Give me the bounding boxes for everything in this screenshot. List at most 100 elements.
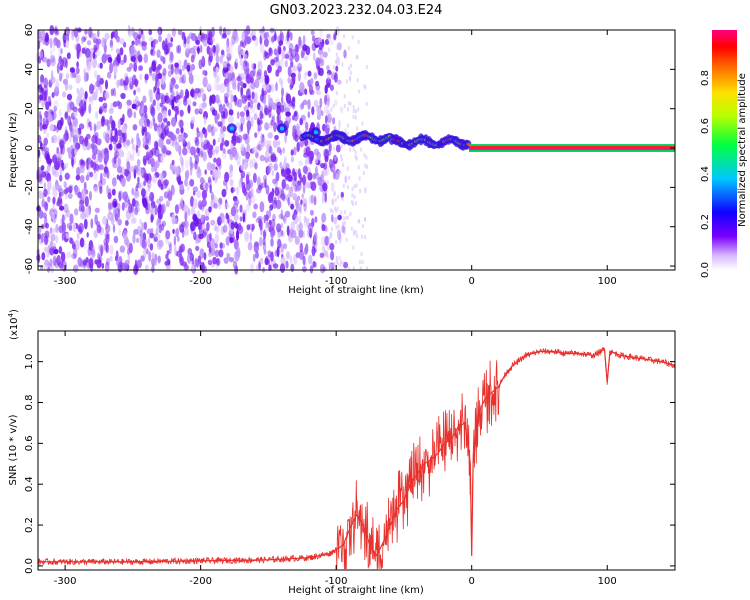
spectrogram-speckle xyxy=(230,187,234,194)
spectrogram-speckle xyxy=(332,117,336,125)
spectrogram-speckle xyxy=(65,40,69,49)
spectrogram-speckle xyxy=(185,48,190,58)
spectrogram-speckle xyxy=(132,124,138,131)
spectrogram-speckle xyxy=(61,144,65,155)
spectrogram-speckle xyxy=(144,264,149,271)
spectrogram-speckle xyxy=(239,111,245,117)
spectrogram-speckle xyxy=(194,139,200,147)
spectrogram-speckle xyxy=(86,232,89,238)
spectrogram-speckle xyxy=(204,215,210,221)
spectrogram-speckle xyxy=(79,135,84,145)
spectrogram-speckle xyxy=(39,143,45,152)
spectrogram-speckle xyxy=(205,182,209,193)
spectrogram-speckle xyxy=(128,76,134,85)
spectrogram-speckle xyxy=(250,98,256,104)
spectrogram-speckle xyxy=(137,176,140,184)
spectrogram-speckle xyxy=(154,160,160,169)
spectrogram-speckle xyxy=(303,55,309,61)
spectrogram-speckle xyxy=(89,171,94,178)
spectrogram-speckle xyxy=(84,196,89,207)
spectrogram-speckle xyxy=(160,94,167,105)
spectrogram-speckle xyxy=(250,188,254,198)
spectrogram-speckle xyxy=(126,85,129,91)
spectrogram-speckle xyxy=(361,224,364,229)
spectrogram-speckle xyxy=(313,195,317,206)
spectrogram-speckle xyxy=(186,98,192,106)
spectrogram-speckle xyxy=(37,190,44,199)
spectrogram-speckle xyxy=(174,66,180,75)
spectrogram-x-axis-label: Height of straight line (km) xyxy=(288,285,424,296)
spectrogram-speckle xyxy=(201,223,205,231)
spectrogram-speckle xyxy=(105,79,108,90)
spectrogram-speckle xyxy=(215,219,218,228)
spectrogram-speckle xyxy=(160,183,164,190)
spectrogram-speckle xyxy=(103,166,109,174)
spectrogram-speckle xyxy=(72,221,77,233)
spectrogram-speckle xyxy=(167,131,173,138)
spectrogram-speckle xyxy=(165,138,171,145)
spectrogram-speckle xyxy=(307,254,313,265)
spectrogram-speckle xyxy=(214,81,220,92)
spectrogram-speckle xyxy=(93,169,98,181)
spectrogram-speckle xyxy=(270,154,277,163)
spectrogram-speckle xyxy=(55,223,59,233)
spectrogram-speckle xyxy=(324,192,328,203)
colorbar-tick-label: 0.0 xyxy=(700,262,711,278)
spectrogram-speckle xyxy=(47,158,53,164)
spectrogram-speckle xyxy=(237,44,242,56)
spectrogram-speckle xyxy=(338,256,341,261)
spectrogram-speckle xyxy=(281,87,284,97)
spectrogram-speckle xyxy=(123,54,127,63)
spectrogram-speckle xyxy=(349,70,352,75)
spectrogram-speckle xyxy=(101,54,107,64)
spectrogram-speckle xyxy=(335,56,341,66)
spectrogram-speckle xyxy=(107,201,111,210)
spectrogram-speckle xyxy=(190,63,196,71)
spectrogram-speckle xyxy=(267,132,273,139)
spectrogram-speckle xyxy=(221,149,227,159)
spectrogram-speckle xyxy=(143,248,147,258)
spectrogram-speckle xyxy=(88,121,92,128)
spectrogram-speckle xyxy=(237,161,241,168)
spectrogram-speckle xyxy=(133,78,139,86)
spectrogram-speckle xyxy=(72,106,78,113)
spectrogram-speckle xyxy=(171,90,175,99)
spectrogram-speckle xyxy=(114,128,118,136)
spectrogram-speckle xyxy=(303,165,308,175)
spectrogram-speckle xyxy=(295,184,300,192)
spectrogram-speckle xyxy=(48,246,55,252)
x-tick-label: 100 xyxy=(598,576,617,587)
spectrogram-speckle xyxy=(271,169,275,177)
spectrogram-speckle xyxy=(215,73,221,83)
spectrogram-speckle xyxy=(155,73,159,83)
spectrogram-speckle xyxy=(274,30,277,42)
spectrogram-speckle xyxy=(96,220,100,227)
spectrogram-speckle xyxy=(40,30,46,41)
spectrogram-speckle xyxy=(131,103,137,110)
spectrogram-speckle xyxy=(341,224,345,233)
spectrogram-speckle xyxy=(76,61,79,68)
spectrogram-speckle xyxy=(147,199,151,210)
spectrogram-speckle xyxy=(268,208,271,219)
spectrogram-speckle xyxy=(235,122,241,129)
spectrogram-speckle xyxy=(128,242,133,254)
spectrogram-speckle xyxy=(314,157,319,164)
spectrogram-speckle xyxy=(42,124,48,130)
spectrogram-speckle xyxy=(64,172,70,180)
spectrogram-speckle xyxy=(66,147,72,154)
spectrogram-speckle xyxy=(327,124,330,128)
spectrogram-speckle xyxy=(359,266,362,271)
spectrogram-speckle xyxy=(103,241,108,252)
spectrogram-speckle xyxy=(58,261,64,269)
spectrogram-speckle xyxy=(99,186,103,195)
spectrogram-speckle xyxy=(167,64,173,70)
spectrogram-speckle xyxy=(109,115,113,125)
spectrogram-speckle xyxy=(189,161,194,170)
spectrogram-speckle xyxy=(191,264,195,271)
spectrogram-speckle xyxy=(139,229,143,238)
spectrogram-speckle xyxy=(172,117,177,125)
spectrogram-speckle xyxy=(309,265,314,274)
spectrogram-speckle xyxy=(235,186,240,196)
spectrogram-speckle xyxy=(99,107,102,113)
spectrogram-speckle xyxy=(163,117,168,123)
